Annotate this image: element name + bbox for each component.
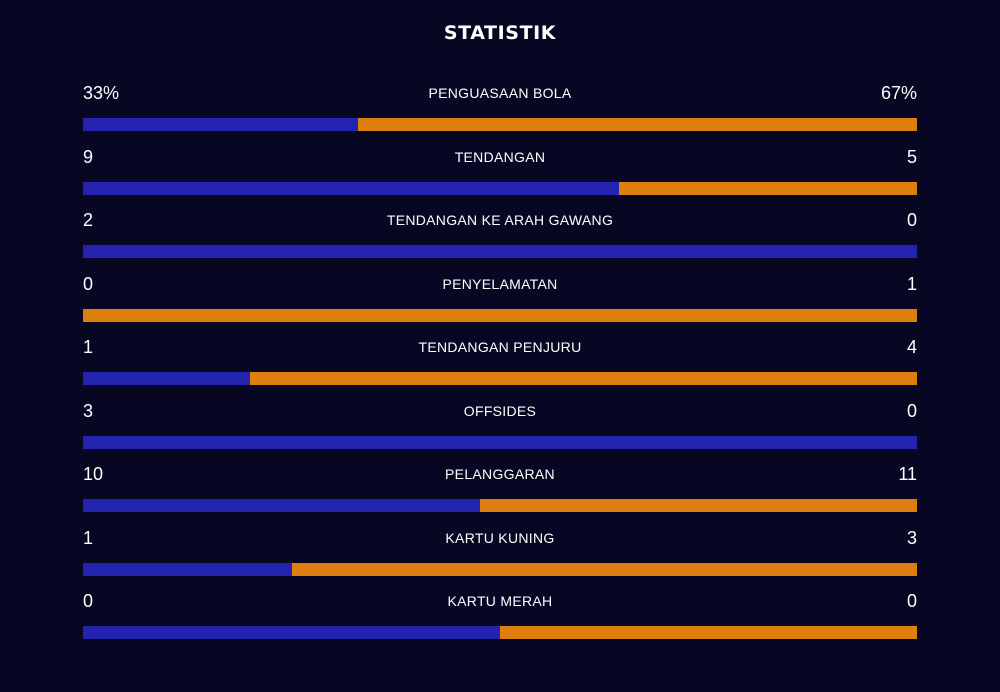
home-bar bbox=[83, 245, 917, 258]
away-value: 3 bbox=[906, 527, 917, 548]
away-bar bbox=[291, 562, 917, 576]
home-value: 3 bbox=[83, 400, 94, 421]
away-value: 0 bbox=[906, 400, 917, 421]
away-bar bbox=[358, 118, 917, 131]
stat-row-yellow-cards: 1 KARTU KUNING 3 bbox=[83, 525, 917, 589]
comparison-bar bbox=[83, 499, 917, 512]
away-bar bbox=[500, 626, 917, 639]
away-bar bbox=[619, 181, 917, 195]
home-value: 33% bbox=[83, 83, 120, 103]
away-value: 5 bbox=[906, 146, 917, 167]
comparison-bar bbox=[83, 308, 917, 322]
home-bar bbox=[83, 626, 500, 639]
away-bar bbox=[249, 372, 917, 385]
comparison-bar bbox=[83, 626, 917, 639]
stat-label: PENGUASAAN BOLA bbox=[428, 85, 572, 101]
stat-label: TENDANGAN KE ARAH GAWANG bbox=[386, 212, 614, 228]
home-bar bbox=[83, 562, 292, 576]
away-value: 11 bbox=[898, 464, 917, 484]
home-value: 1 bbox=[83, 527, 94, 548]
home-value: 10 bbox=[83, 464, 104, 484]
away-value: 0 bbox=[906, 210, 917, 230]
away-value: 0 bbox=[906, 591, 917, 611]
home-value: 0 bbox=[83, 591, 94, 611]
stat-label: OFFSIDES bbox=[463, 402, 537, 419]
away-value: 4 bbox=[906, 337, 917, 357]
home-value: 1 bbox=[83, 337, 94, 357]
stat-row-possession: 33% PENGUASAAN BOLA 67% bbox=[83, 80, 917, 144]
comparison-bar bbox=[83, 372, 917, 385]
stat-row-corners: 1 TENDANGAN PENJURU 4 bbox=[83, 334, 917, 398]
home-bar bbox=[83, 435, 917, 449]
away-value: 1 bbox=[906, 273, 917, 294]
home-bar bbox=[83, 118, 359, 131]
comparison-bar bbox=[83, 118, 917, 131]
stat-label: TENDANGAN bbox=[454, 148, 546, 165]
away-bar bbox=[83, 308, 917, 322]
away-value: 67% bbox=[880, 83, 917, 103]
stat-row-saves: 0 PENYELAMATAN 1 bbox=[83, 271, 917, 335]
stat-row-shots-on-target: 2 TENDANGAN KE ARAH GAWANG 0 bbox=[83, 207, 917, 271]
home-value: 2 bbox=[83, 210, 94, 230]
stat-row-shots: 9 TENDANGAN 5 bbox=[83, 144, 917, 208]
away-bar bbox=[480, 499, 917, 512]
comparison-bar bbox=[83, 435, 917, 449]
stat-label: TENDANGAN PENJURU bbox=[418, 339, 582, 355]
stat-label: KARTU KUNING bbox=[445, 529, 555, 546]
stat-label: PELANGGARAN bbox=[445, 466, 555, 482]
home-value: 0 bbox=[83, 273, 94, 294]
comparison-bar bbox=[83, 245, 917, 258]
home-bar bbox=[83, 181, 620, 195]
stat-row-fouls: 10 PELANGGARAN 11 bbox=[83, 461, 917, 525]
stats-list: 33% PENGUASAAN BOLA 67% 9 TENDANGAN 5 2 … bbox=[83, 80, 917, 652]
home-bar bbox=[83, 372, 250, 385]
comparison-bar bbox=[83, 562, 917, 576]
home-bar bbox=[83, 499, 481, 512]
stat-label: KARTU MERAH bbox=[447, 593, 553, 609]
home-value: 9 bbox=[83, 146, 94, 167]
stat-row-offsides: 3 OFFSIDES 0 bbox=[83, 398, 917, 462]
stat-label: PENYELAMATAN bbox=[442, 275, 558, 292]
stat-row-red-cards: 0 KARTU MERAH 0 bbox=[83, 588, 917, 652]
page-title: STATISTIK bbox=[443, 22, 557, 44]
comparison-bar bbox=[83, 181, 917, 195]
